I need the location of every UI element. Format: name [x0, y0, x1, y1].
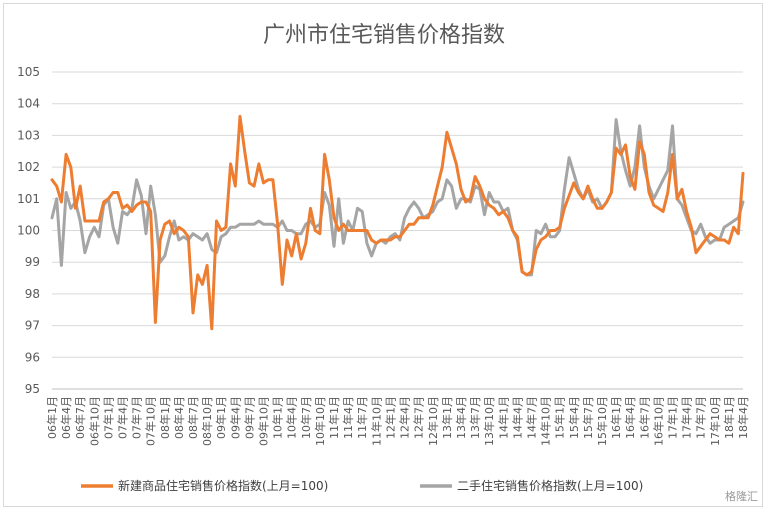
y-tick-label-97: 97 — [25, 319, 40, 333]
x-tick-label: 11年1月 — [327, 396, 341, 439]
x-tick-label: 16年7月 — [637, 396, 651, 439]
y-tick-label-99: 99 — [25, 255, 40, 269]
x-tick-label: 07年7月 — [130, 396, 144, 439]
x-tick-label: 06年1月 — [45, 396, 59, 439]
x-tick-label: 10年7月 — [299, 396, 313, 439]
y-tick-label-95: 95 — [25, 382, 40, 396]
x-tick-label: 08年1月 — [158, 396, 172, 439]
y-tick-label-103: 103 — [17, 128, 40, 142]
legend-label-resale-homes: 二手住宅销售价格指数(上月=100) — [457, 478, 643, 493]
y-tick-label-98: 98 — [25, 287, 40, 301]
x-tick-label: 11年10月 — [369, 396, 383, 446]
x-tick-label: 15年4月 — [567, 396, 581, 439]
x-tick-label: 15年7月 — [581, 396, 595, 439]
x-tick-label: 13年10月 — [482, 396, 496, 446]
y-tick-label-102: 102 — [17, 160, 40, 174]
x-tick-label: 16年1月 — [609, 396, 623, 439]
y-tick-label-105: 105 — [17, 65, 40, 79]
x-tick-label: 17年4月 — [680, 396, 694, 439]
y-tick-label-96: 96 — [25, 350, 40, 364]
x-tick-label: 14年4月 — [510, 396, 524, 439]
x-tick-label: 18年1月 — [722, 396, 736, 439]
x-tick-label: 12年1月 — [383, 396, 397, 439]
x-tick-label: 12年7月 — [412, 396, 426, 439]
x-tick-label: 12年4月 — [398, 396, 412, 439]
x-tick-label: 08年10月 — [200, 396, 214, 446]
x-tick-label: 14年1月 — [496, 396, 510, 439]
x-tick-label: 13年7月 — [468, 396, 482, 439]
x-tick-label: 06年10月 — [87, 396, 101, 446]
x-tick-label: 09年7月 — [242, 396, 256, 439]
x-tick-label: 07年10月 — [144, 396, 158, 446]
legend: 新建商品住宅销售价格指数(上月=100) 二手住宅销售价格指数(上月=100) — [81, 478, 643, 493]
x-tick-label: 09年10月 — [257, 396, 271, 446]
x-axis-ticks: 06年1月 06年4月 06年7月 06年10月 07年1月 07年4月 07年7月 07年1… — [45, 396, 750, 446]
x-tick-label: 06年7月 — [73, 396, 87, 439]
x-tick-label: 13年1月 — [440, 396, 454, 439]
gridlines — [52, 71, 743, 390]
x-tick-label: 09年1月 — [214, 396, 228, 439]
y-axis-ticks: 95 96 97 98 99 100 101 102 103 104 105 — [17, 65, 40, 396]
series-line-0 — [50, 114, 745, 331]
x-tick-label: 06年4月 — [59, 396, 73, 439]
watermark-text: 格隆汇 — [725, 489, 758, 503]
x-tick-label: 07年4月 — [116, 396, 130, 439]
x-tick-label: 10年10月 — [313, 396, 327, 446]
x-tick-label: 18年4月 — [736, 396, 750, 439]
chart-title: 广州市住宅销售价格指数 — [263, 23, 505, 48]
x-tick-label: 15年10月 — [595, 396, 609, 446]
y-tick-label-100: 100 — [17, 224, 40, 238]
x-tick-label: 08年7月 — [186, 396, 200, 439]
x-tick-label: 08年4月 — [172, 396, 186, 439]
x-tick-label: 17年10月 — [708, 396, 722, 446]
x-tick-label: 11年4月 — [341, 396, 355, 439]
legend-label-new-homes: 新建商品住宅销售价格指数(上月=100) — [118, 478, 328, 493]
x-tick-label: 16年4月 — [623, 396, 637, 439]
x-tick-label: 16年10月 — [651, 396, 665, 446]
x-tick-label: 13年4月 — [454, 396, 468, 439]
series-lines — [50, 114, 745, 331]
x-tick-label: 14年10月 — [539, 396, 553, 446]
x-tick-label: 11年7月 — [355, 396, 369, 439]
x-tick-label: 09年4月 — [228, 396, 242, 439]
x-tick-label: 15年1月 — [553, 396, 567, 439]
x-tick-label: 07年1月 — [101, 396, 115, 439]
x-tick-label: 12年10月 — [426, 396, 440, 446]
x-tick-label: 10年4月 — [285, 396, 299, 439]
y-tick-label-104: 104 — [17, 97, 40, 111]
x-tick-label: 10年1月 — [271, 396, 285, 439]
x-tick-label: 14年7月 — [525, 396, 539, 439]
chart-frame — [3, 3, 763, 507]
y-tick-label-101: 101 — [17, 192, 40, 206]
x-tick-label: 17年1月 — [666, 396, 680, 439]
x-tick-label: 17年7月 — [694, 396, 708, 439]
